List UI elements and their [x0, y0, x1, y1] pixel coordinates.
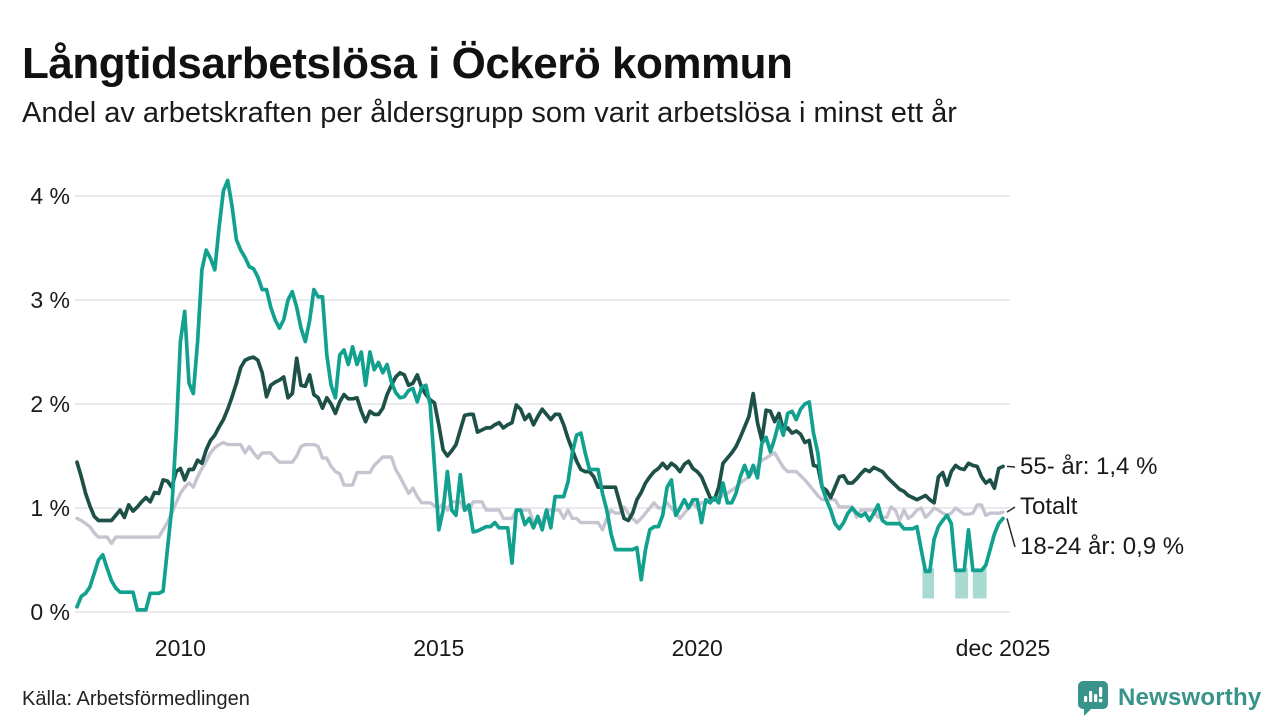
- uncertainty-band: [955, 568, 969, 599]
- annotation-totalt: Totalt: [1020, 493, 1078, 520]
- series-line-18-24: [75, 178, 1005, 612]
- y-tick-label: 3 %: [30, 287, 70, 313]
- newsworthy-logo[interactable]: Newsworthy: [1076, 679, 1261, 717]
- y-tick-label: 1 %: [30, 495, 70, 521]
- y-tick-label: 2 %: [30, 391, 70, 417]
- page-subtitle: Andel av arbetskraften per åldersgrupp s…: [22, 97, 957, 129]
- x-tick-label: dec 2025: [956, 635, 1051, 661]
- annotation-connector: [1006, 506, 1016, 513]
- annotation-55-plus: 55- år: 1,4 %: [1020, 453, 1158, 480]
- page-title: Långtidsarbetslösa i Öckerö kommun: [22, 39, 793, 89]
- y-tick-label: 0 %: [30, 599, 70, 625]
- newsworthy-wordmark: Newsworthy: [1118, 684, 1262, 711]
- series-line-55-plus: [75, 355, 1005, 523]
- annotation-connector: [1006, 465, 1016, 468]
- x-tick-label: 2020: [672, 635, 723, 661]
- source-caption: Källa: Arbetsförmedlingen: [22, 688, 250, 710]
- uncertainty-band: [922, 568, 935, 599]
- y-tick-label: 4 %: [30, 183, 70, 209]
- annotation-18-24: 18-24 år: 0,9 %: [1020, 533, 1185, 560]
- x-tick-label: 2010: [155, 635, 206, 661]
- annotation-connector: [1006, 518, 1016, 548]
- x-tick-label: 2015: [413, 635, 464, 661]
- newsworthy-icon: [1078, 681, 1108, 716]
- uncertainty-band: [972, 568, 987, 599]
